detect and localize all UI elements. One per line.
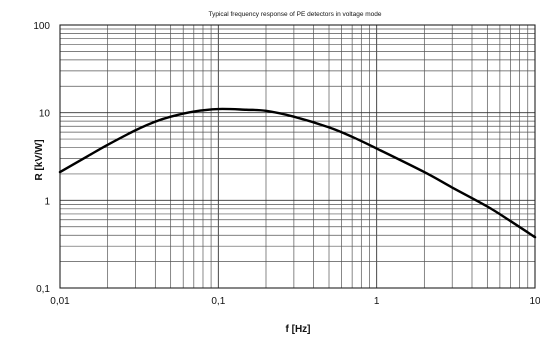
y-tick-label: 1: [44, 196, 50, 207]
x-tick-label: 10: [529, 296, 540, 307]
grid-layer: [59, 25, 535, 289]
y-tick-label: 100: [33, 21, 50, 32]
chart-title: Typical frequency response of PE detecto…: [208, 11, 381, 18]
y-tick-label: 0,1: [36, 284, 50, 295]
x-tick-label: 1: [374, 296, 380, 307]
x-tick-label: 0,01: [50, 296, 70, 307]
y-axis-label: R [kV/W]: [34, 139, 45, 180]
curve-layer: [58, 107, 537, 239]
y-tick-labels: 0,1 1 10 100: [33, 21, 50, 295]
plot-frame: [59, 24, 536, 289]
response-curve: [58, 107, 537, 239]
x-tick-label: 0,1: [211, 296, 225, 307]
x-tick-labels: 0,01 0,1 1 10: [50, 296, 540, 307]
y-tick-label: 10: [39, 109, 51, 120]
x-axis-label: f [Hz]: [286, 324, 311, 335]
